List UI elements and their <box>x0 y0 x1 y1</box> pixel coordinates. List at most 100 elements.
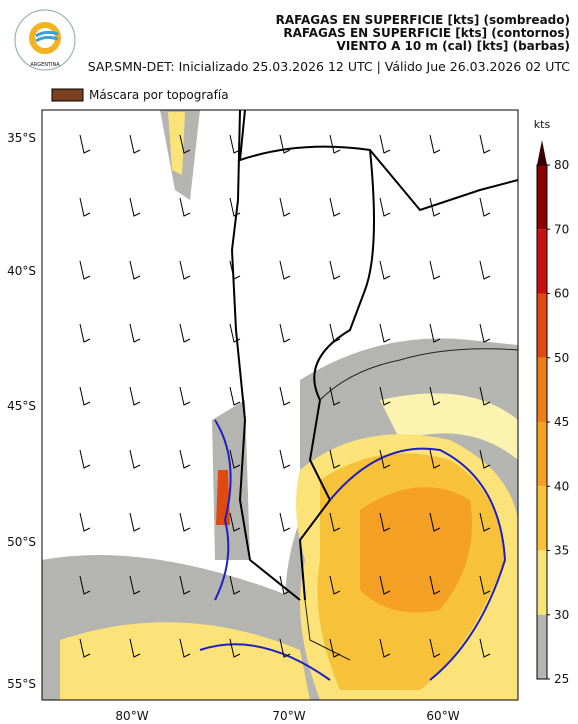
legend-label: Máscara por topografía <box>89 88 229 102</box>
wind-barb <box>429 386 441 406</box>
wind-barb <box>479 386 491 406</box>
wind-barb <box>229 260 241 280</box>
wind-barb <box>379 575 391 595</box>
wind-barb <box>429 512 441 532</box>
lon-label: 70°W <box>272 709 305 723</box>
wind-barb <box>429 638 441 658</box>
wind-barb <box>179 638 191 658</box>
wind-barb <box>329 512 341 532</box>
wind-barb <box>179 449 191 469</box>
wind-barb <box>479 449 491 469</box>
wind-barb <box>479 323 491 343</box>
colorbar-tick-label: 45 <box>554 415 569 429</box>
colorbar-extend <box>537 140 547 165</box>
wind-barb <box>129 260 141 280</box>
wind-barb <box>429 575 441 595</box>
wind-barb <box>179 575 191 595</box>
wind-barb <box>379 134 391 154</box>
wind-barb <box>229 197 241 217</box>
lat-label: 50°S <box>7 535 36 549</box>
wind-barb <box>79 134 91 154</box>
wind-barb <box>329 575 341 595</box>
wind-barb <box>129 323 141 343</box>
wind-barb <box>429 134 441 154</box>
wind-barb <box>129 134 141 154</box>
logo-text: ARGENTINA <box>30 62 60 68</box>
wind-barb <box>79 449 91 469</box>
wind-barb <box>279 197 291 217</box>
colorbar-tick-label: 40 <box>554 479 569 493</box>
lat-label: 40°S <box>7 264 36 278</box>
title-line: VIENTO A 10 m (cal) [kts] (barbas) <box>337 39 570 53</box>
colorbar-segment <box>537 486 547 551</box>
wind-barb <box>179 512 191 532</box>
wind-barb <box>279 638 291 658</box>
lon-label: 80°W <box>115 709 148 723</box>
wind-barb <box>479 638 491 658</box>
wind-barb <box>129 512 141 532</box>
wind-barb <box>79 386 91 406</box>
wind-barb <box>429 260 441 280</box>
wind-barb <box>179 260 191 280</box>
colorbar-unit: kts <box>534 118 551 131</box>
wind-barb <box>379 638 391 658</box>
wind-barb <box>479 134 491 154</box>
wind-barb <box>329 638 341 658</box>
wind-barb <box>279 449 291 469</box>
wind-barb <box>279 260 291 280</box>
colorbar-tick-label: 60 <box>554 287 569 301</box>
wind-barb <box>79 638 91 658</box>
wind-barb <box>79 512 91 532</box>
lat-label: 45°S <box>7 399 36 413</box>
wind-barb <box>429 197 441 217</box>
wind-barb <box>79 323 91 343</box>
logo: ARGENTINA <box>14 9 76 71</box>
wind-barb <box>279 575 291 595</box>
lon-label: 60°W <box>426 709 459 723</box>
colorbar-tick-label: 80 <box>554 158 569 172</box>
subtitle: SAP.SMN-DET: Inicializado 25.03.2026 12 … <box>88 59 570 74</box>
colorbar-segment <box>537 422 547 487</box>
colorbar-tick-label: 50 <box>554 351 569 365</box>
colorbar-segment <box>537 165 547 230</box>
wind-barb <box>429 323 441 343</box>
wind-barb <box>479 512 491 532</box>
wind-barb <box>129 197 141 217</box>
wind-barb <box>79 575 91 595</box>
wind-barb <box>379 449 391 469</box>
legend-swatch <box>51 88 84 102</box>
wind-barb <box>79 260 91 280</box>
wind-barb <box>429 449 441 469</box>
colorbar-segment <box>537 550 547 615</box>
title-line: RAFAGAS EN SUPERFICIE [kts] (sombreado) <box>276 13 570 27</box>
wind-barb <box>379 512 391 532</box>
wind-barb <box>379 260 391 280</box>
colorbar-segment <box>537 357 547 422</box>
wind-barb <box>229 449 241 469</box>
wind-barb <box>279 323 291 343</box>
wind-barb <box>229 323 241 343</box>
colorbar-tick-label: 35 <box>554 544 569 558</box>
lat-label: 55°S <box>7 677 36 691</box>
wind-barb <box>279 512 291 532</box>
map-frame <box>41 109 519 701</box>
colorbar-tick-label: 30 <box>554 608 569 622</box>
wind-barb <box>179 197 191 217</box>
wind-barb <box>479 260 491 280</box>
wind-barb <box>329 134 341 154</box>
wind-barb <box>379 197 391 217</box>
colorbar-segment <box>537 293 547 358</box>
wind-barb <box>229 134 241 154</box>
wind-barb <box>129 575 141 595</box>
title-line: RAFAGAS EN SUPERFICIE [kts] (contornos) <box>283 26 570 40</box>
wind-barb <box>179 323 191 343</box>
wind-barb <box>129 386 141 406</box>
wind-barb <box>479 575 491 595</box>
wind-barb <box>229 638 241 658</box>
wind-barb <box>479 197 491 217</box>
wind-barb <box>129 449 141 469</box>
wind-barb <box>329 197 341 217</box>
wind-barb <box>279 386 291 406</box>
wind-barb <box>229 575 241 595</box>
wind-barb <box>179 134 191 154</box>
